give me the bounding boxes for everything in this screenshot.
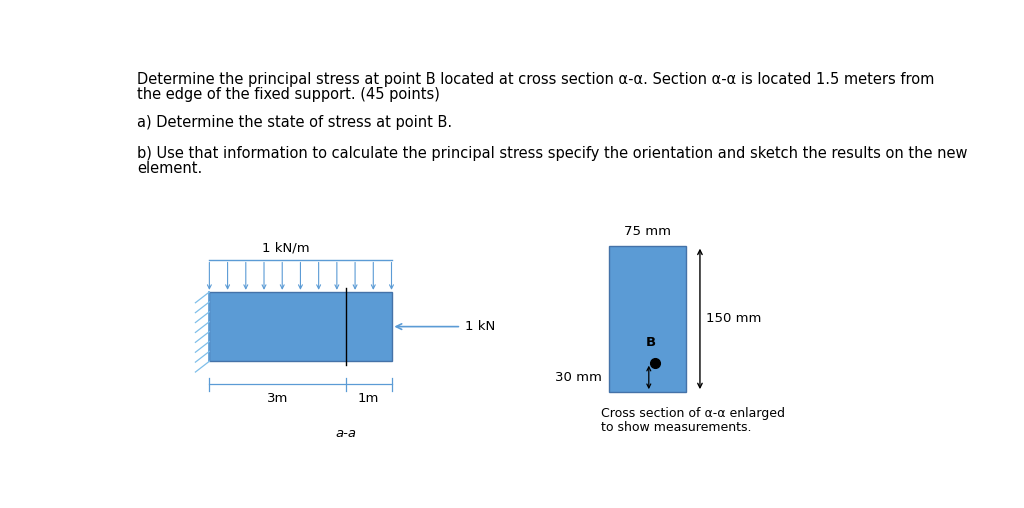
Text: a) Determine the state of stress at point B.: a) Determine the state of stress at poin… — [137, 115, 453, 130]
Text: Cross section of α-α enlarged: Cross section of α-α enlarged — [601, 407, 784, 421]
Text: to show measurements.: to show measurements. — [601, 421, 752, 434]
Text: 1m: 1m — [358, 392, 380, 405]
Text: the edge of the fixed support. (45 points): the edge of the fixed support. (45 point… — [137, 87, 440, 102]
Text: B: B — [646, 336, 656, 349]
Text: a-a: a-a — [336, 427, 356, 440]
Text: 3m: 3m — [267, 392, 289, 405]
Text: Determine the principal stress at point B located at cross section α-α. Section : Determine the principal stress at point … — [137, 72, 935, 87]
Bar — [608, 246, 686, 392]
Bar — [209, 292, 391, 361]
Text: 30 mm: 30 mm — [555, 371, 602, 384]
Text: 150 mm: 150 mm — [707, 312, 762, 326]
Text: element.: element. — [137, 161, 203, 176]
Text: b) Use that information to calculate the principal stress specify the orientatio: b) Use that information to calculate the… — [137, 146, 968, 161]
Text: 1 kN: 1 kN — [465, 320, 496, 333]
Text: 1 kN/m: 1 kN/m — [261, 242, 309, 255]
Text: 75 mm: 75 mm — [624, 225, 671, 238]
